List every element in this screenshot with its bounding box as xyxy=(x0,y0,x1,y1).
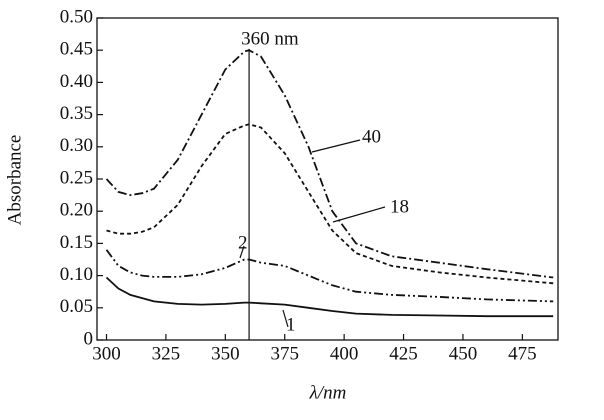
x-tick-label: 325 xyxy=(152,343,181,364)
reference-label: 360 nm xyxy=(241,28,299,49)
series-line xyxy=(105,249,554,303)
x-tick-label: 450 xyxy=(449,343,478,364)
y-tick-label: 0.05 xyxy=(60,296,93,317)
series-label: 1 xyxy=(286,314,296,335)
y-axis-title: Absorbance xyxy=(4,135,25,226)
y-tick-label: 0.30 xyxy=(60,135,93,156)
leader-line xyxy=(311,139,361,153)
x-tick-label: 350 xyxy=(211,343,240,364)
series-label: 2 xyxy=(238,232,248,253)
y-tick-label: 0.15 xyxy=(60,232,93,253)
y-tick-label: 0 xyxy=(84,328,94,349)
leader-line xyxy=(332,206,386,223)
y-tick-label: 0.20 xyxy=(60,200,93,221)
x-axis-title: λ/nm xyxy=(309,382,347,403)
x-tick-label: 400 xyxy=(330,343,359,364)
y-tick-label: 0.25 xyxy=(60,167,93,188)
x-tick-label: 425 xyxy=(389,343,418,364)
series-line xyxy=(105,49,554,279)
x-tick-label: 475 xyxy=(508,343,537,364)
series-line xyxy=(106,123,554,285)
y-tick-label: 0.35 xyxy=(60,103,93,124)
plot-frame xyxy=(96,17,559,341)
y-tick-label: 0.45 xyxy=(60,39,93,60)
y-tick-label: 0.50 xyxy=(60,6,93,27)
series-line xyxy=(105,276,554,318)
y-tick-label: 0.10 xyxy=(60,264,93,285)
x-tick-label: 375 xyxy=(270,343,299,364)
series-label: 40 xyxy=(362,126,381,147)
leader-line xyxy=(239,245,245,259)
x-tick-label: 300 xyxy=(92,343,121,364)
leader-line xyxy=(282,309,289,328)
y-tick-label: 0.40 xyxy=(60,71,93,92)
series-label: 18 xyxy=(390,196,409,217)
